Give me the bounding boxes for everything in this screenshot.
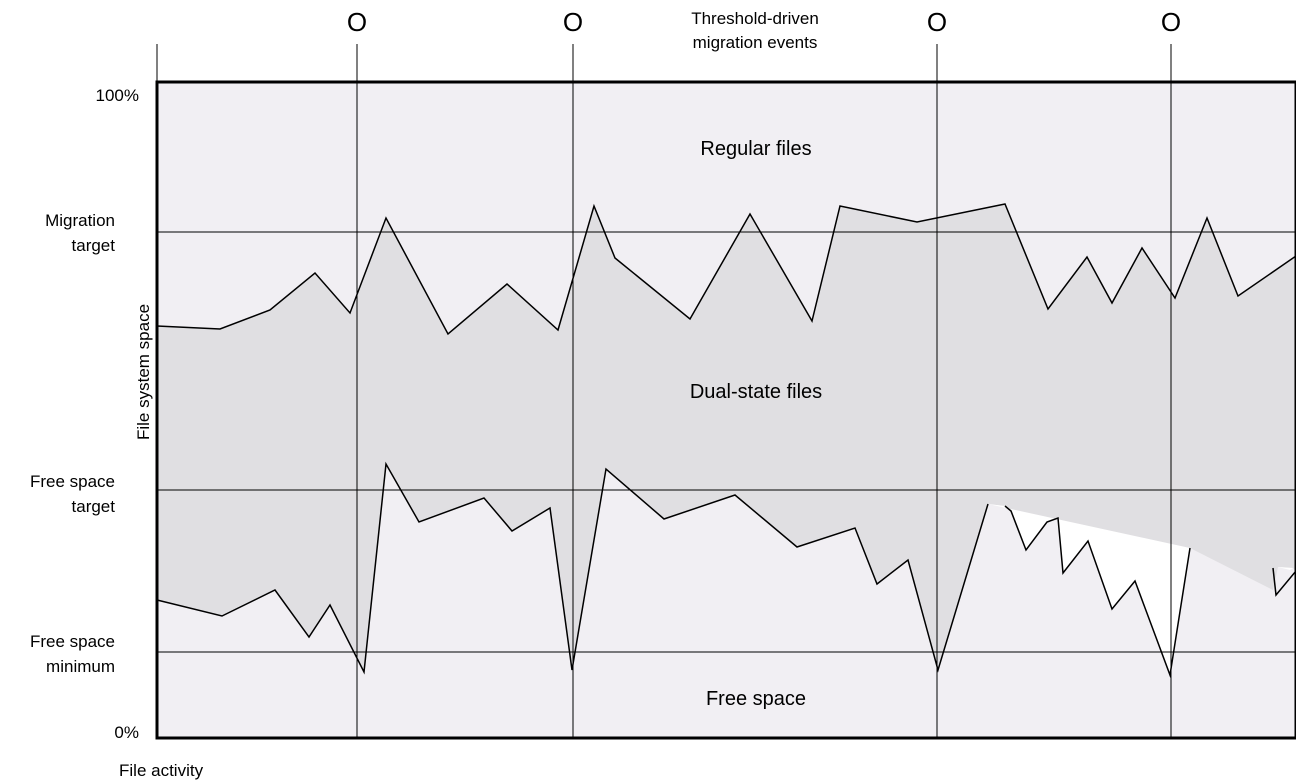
dual-state-lower-curve-tail bbox=[1004, 505, 1191, 678]
event-marker-3: O bbox=[927, 7, 947, 37]
level-label-0: 0% bbox=[114, 723, 139, 742]
level-label-free-target-1: Free space bbox=[30, 472, 115, 491]
y-axis-title: File system space bbox=[134, 304, 153, 440]
free-space-sliver bbox=[1278, 567, 1293, 570]
level-label-100: 100% bbox=[96, 86, 139, 105]
free-space-label: Free space bbox=[706, 688, 806, 710]
event-marker-1: O bbox=[347, 7, 367, 37]
header-title-line2: migration events bbox=[693, 33, 818, 52]
level-label-free-target-2: target bbox=[72, 497, 116, 516]
header-title-line1: Threshold-driven bbox=[691, 9, 819, 28]
free-space-region bbox=[988, 504, 1190, 675]
level-label-free-min-1: Free space bbox=[30, 632, 115, 651]
dual-state-lower-curve-end bbox=[1272, 567, 1296, 597]
dual-state-lower-curve bbox=[156, 461, 989, 675]
diagram-frame bbox=[155, 80, 1296, 740]
regular-files-label: Regular files bbox=[700, 138, 811, 160]
dual-state-files-label: Dual-state files bbox=[690, 381, 822, 403]
dual-state-upper-curve bbox=[156, 203, 1296, 336]
level-label-free-min-2: minimum bbox=[46, 657, 115, 676]
event-marker-4: O bbox=[1161, 7, 1181, 37]
level-label-migration-target-2: target bbox=[72, 236, 116, 255]
x-axis-title: File activity bbox=[119, 761, 204, 780]
dual-state-region bbox=[157, 204, 1296, 675]
level-label-migration-target-1: Migration bbox=[45, 211, 115, 230]
event-marker-2: O bbox=[563, 7, 583, 37]
